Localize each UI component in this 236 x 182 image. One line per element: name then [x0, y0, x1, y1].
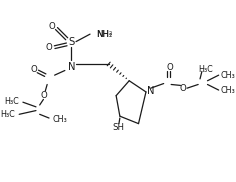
Text: N: N [147, 86, 154, 96]
Text: SH: SH [112, 123, 124, 132]
Text: CH₃: CH₃ [53, 115, 67, 124]
Text: CH₃: CH₃ [221, 86, 235, 95]
Text: O: O [48, 22, 55, 31]
Text: NH₂: NH₂ [97, 30, 113, 39]
Text: CH₃: CH₃ [221, 71, 235, 80]
Text: H₃C: H₃C [198, 65, 213, 74]
Text: N: N [68, 62, 75, 72]
Text: O: O [31, 65, 38, 74]
Text: H₃C: H₃C [4, 97, 19, 106]
Text: NH: NH [97, 30, 110, 39]
Text: O: O [180, 84, 187, 93]
Text: $_2$: $_2$ [108, 30, 113, 38]
Text: O: O [40, 91, 47, 100]
Text: O: O [46, 43, 52, 52]
Text: S: S [68, 37, 75, 47]
Text: O: O [167, 63, 174, 72]
Text: H₃C: H₃C [1, 110, 15, 119]
